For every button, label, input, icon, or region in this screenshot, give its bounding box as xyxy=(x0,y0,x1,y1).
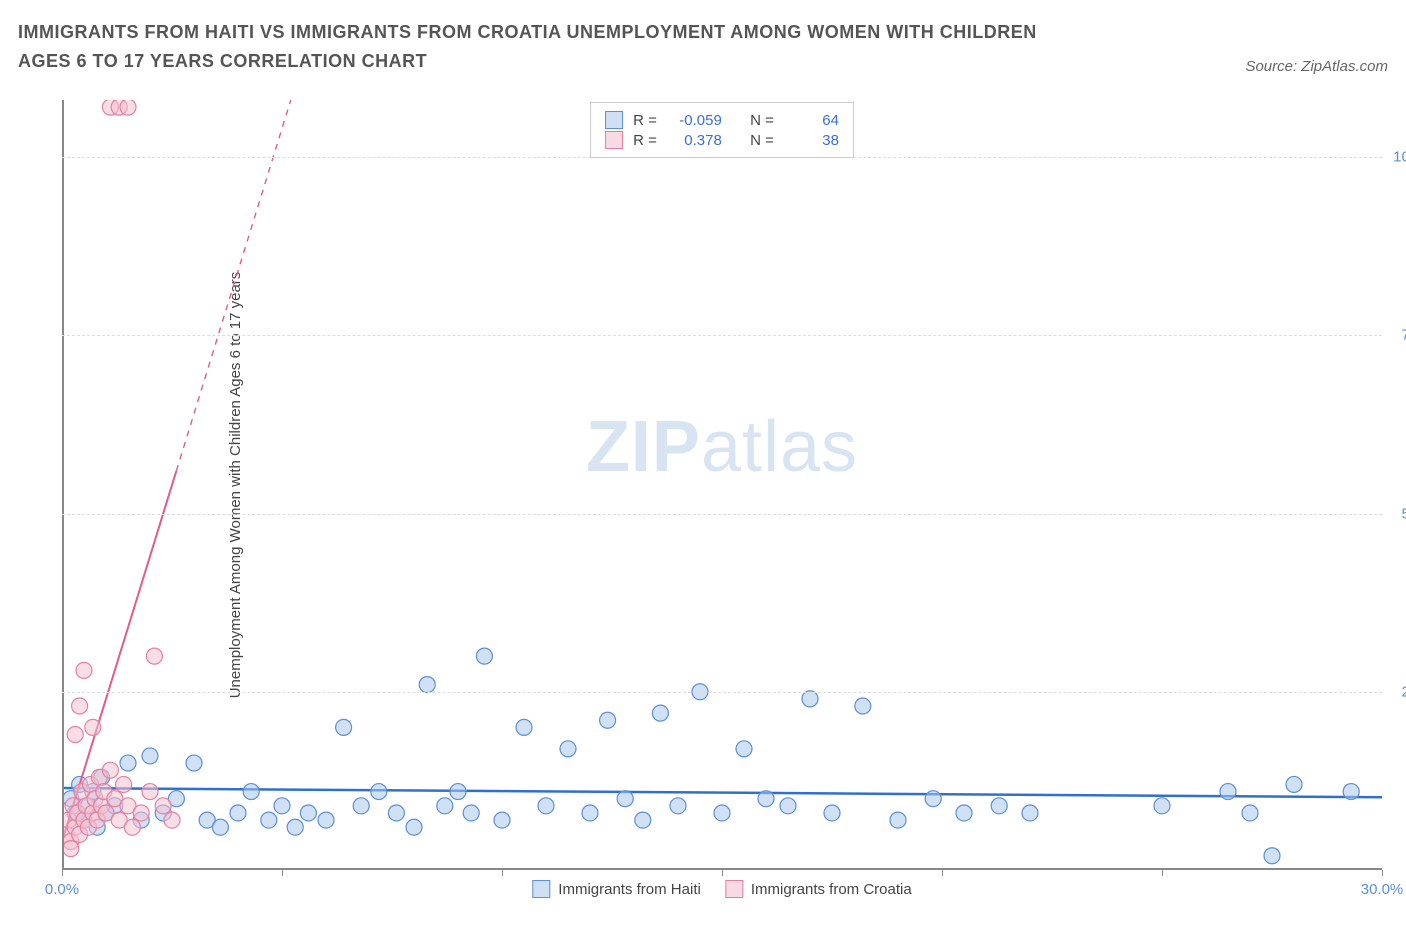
data-point xyxy=(1022,805,1038,821)
n-value-haiti: 64 xyxy=(784,112,839,129)
y-tick-label: 75.0% xyxy=(1401,327,1406,344)
data-point xyxy=(186,755,202,771)
data-point xyxy=(164,812,180,828)
data-point xyxy=(155,798,171,814)
gridline xyxy=(62,514,1382,515)
data-point xyxy=(133,805,149,821)
data-point xyxy=(1220,784,1236,800)
data-point xyxy=(582,805,598,821)
scatter-chart: Unemployment Among Women with Children A… xyxy=(62,100,1382,870)
data-point xyxy=(824,805,840,821)
x-tick xyxy=(722,870,723,876)
data-point xyxy=(991,798,1007,814)
data-point xyxy=(538,798,554,814)
data-point xyxy=(890,812,906,828)
data-point xyxy=(212,819,228,835)
chart-title: IMMIGRANTS FROM HAITI VS IMMIGRANTS FROM… xyxy=(18,18,1058,76)
data-point xyxy=(85,719,101,735)
data-point xyxy=(780,798,796,814)
swatch-croatia-icon xyxy=(725,880,743,898)
data-point xyxy=(67,727,83,743)
data-point xyxy=(1242,805,1258,821)
series-legend: Immigrants from Haiti Immigrants from Cr… xyxy=(532,880,911,898)
y-tick-label: 25.0% xyxy=(1401,683,1406,700)
data-point xyxy=(516,719,532,735)
data-point xyxy=(1154,798,1170,814)
data-point xyxy=(956,805,972,821)
data-point xyxy=(388,805,404,821)
data-point xyxy=(230,805,246,821)
legend-row-croatia: R = 0.378 N = 38 xyxy=(605,131,839,149)
plot-svg xyxy=(62,100,1382,870)
data-point xyxy=(142,784,158,800)
data-point xyxy=(1264,848,1280,864)
data-point xyxy=(116,776,132,792)
data-point xyxy=(419,677,435,693)
data-point xyxy=(617,791,633,807)
legend-item-haiti: Immigrants from Haiti xyxy=(532,880,701,898)
data-point xyxy=(353,798,369,814)
data-point xyxy=(736,741,752,757)
correlation-legend: R = -0.059 N = 64 R = 0.378 N = 38 xyxy=(590,102,854,158)
swatch-haiti-icon xyxy=(532,880,550,898)
r-value-haiti: -0.059 xyxy=(667,112,722,129)
r-value-croatia: 0.378 xyxy=(667,132,722,149)
data-point xyxy=(146,648,162,664)
data-point xyxy=(463,805,479,821)
data-point xyxy=(318,812,334,828)
y-axis-line xyxy=(62,100,64,870)
data-point xyxy=(124,819,140,835)
data-point xyxy=(336,719,352,735)
data-point xyxy=(120,100,136,115)
x-tick xyxy=(1382,870,1383,876)
data-point xyxy=(142,748,158,764)
data-point xyxy=(261,812,277,828)
data-point xyxy=(494,812,510,828)
x-tick xyxy=(942,870,943,876)
y-tick-label: 50.0% xyxy=(1401,505,1406,522)
legend-item-croatia: Immigrants from Croatia xyxy=(725,880,912,898)
source-attribution: Source: ZipAtlas.com xyxy=(1245,58,1388,75)
data-point xyxy=(476,648,492,664)
data-point xyxy=(243,784,259,800)
data-point xyxy=(670,798,686,814)
x-tick xyxy=(282,870,283,876)
gridline xyxy=(62,335,1382,336)
data-point xyxy=(802,691,818,707)
swatch-haiti xyxy=(605,111,623,129)
data-point xyxy=(714,805,730,821)
data-point xyxy=(450,784,466,800)
data-point xyxy=(287,819,303,835)
x-tick xyxy=(62,870,63,876)
data-point xyxy=(652,705,668,721)
data-point xyxy=(406,819,422,835)
data-point xyxy=(300,805,316,821)
data-point xyxy=(72,698,88,714)
data-point xyxy=(1286,776,1302,792)
swatch-croatia xyxy=(605,131,623,149)
legend-row-haiti: R = -0.059 N = 64 xyxy=(605,111,839,129)
data-point xyxy=(635,812,651,828)
data-point xyxy=(371,784,387,800)
data-point xyxy=(600,712,616,728)
data-point xyxy=(758,791,774,807)
data-point xyxy=(76,662,92,678)
data-point xyxy=(1343,784,1359,800)
x-tick-label: 0.0% xyxy=(45,881,79,898)
data-point xyxy=(120,755,136,771)
data-point xyxy=(63,841,79,857)
data-point xyxy=(274,798,290,814)
x-tick xyxy=(1162,870,1163,876)
data-point xyxy=(102,762,118,778)
x-tick xyxy=(502,870,503,876)
y-tick-label: 100.0% xyxy=(1393,149,1406,166)
data-point xyxy=(560,741,576,757)
n-value-croatia: 38 xyxy=(784,132,839,149)
data-point xyxy=(925,791,941,807)
gridline xyxy=(62,692,1382,693)
x-tick-label: 30.0% xyxy=(1361,881,1404,898)
data-point xyxy=(855,698,871,714)
data-point xyxy=(437,798,453,814)
